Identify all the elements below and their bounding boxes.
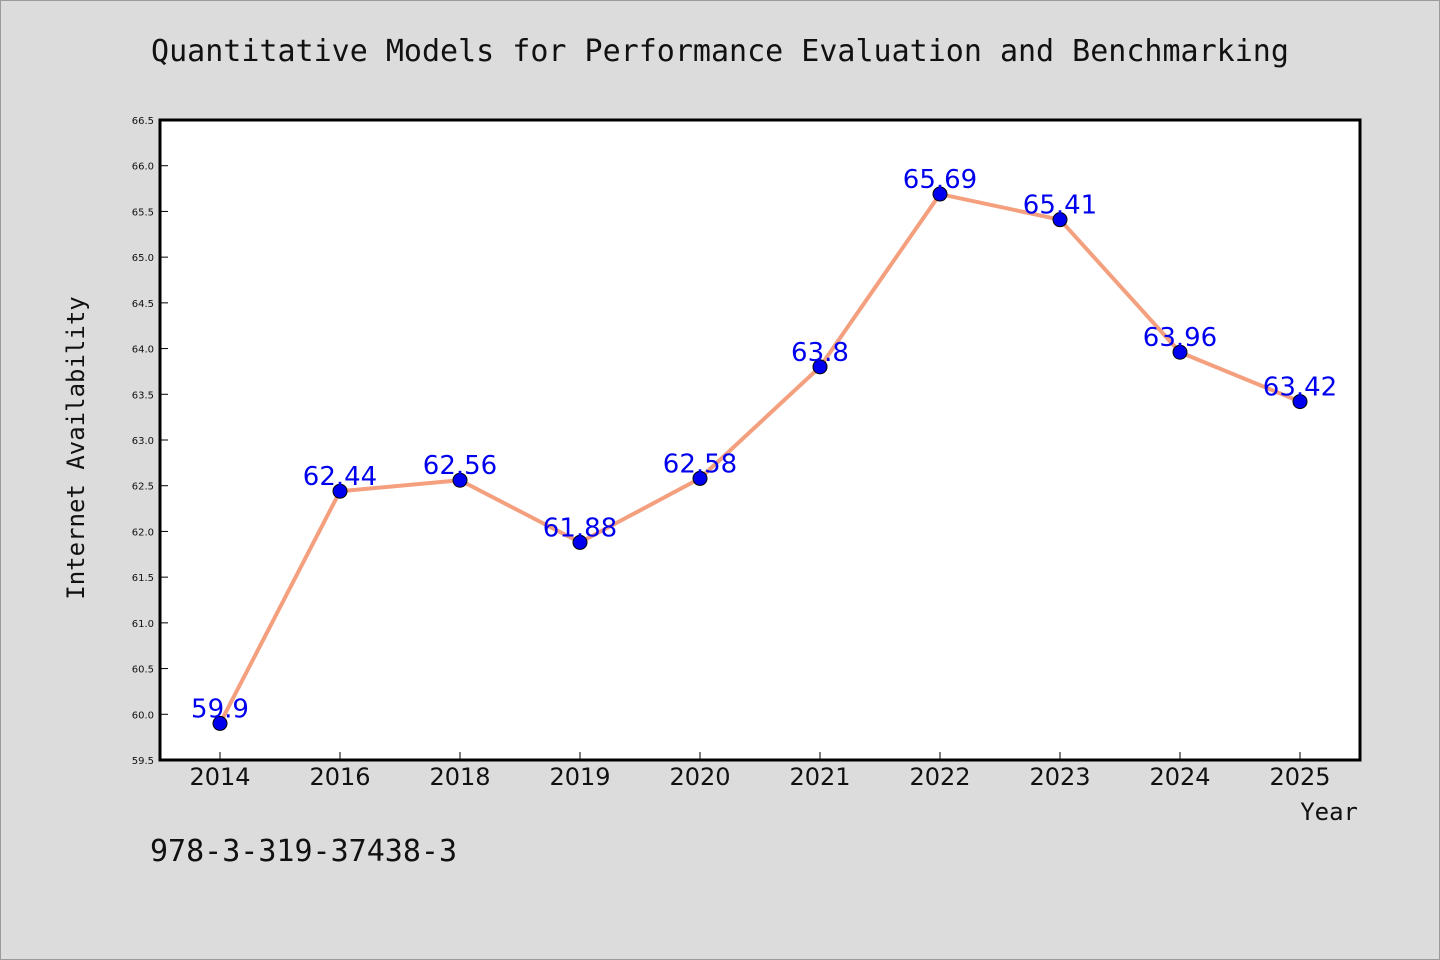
y-tick-label: 66.5	[132, 116, 154, 127]
data-labels: 59.9 62.44 62.56 61.88 62.58 63.8 65.69 65.41 63…	[191, 165, 1337, 724]
x-tick-label: 2019	[549, 763, 610, 791]
x-tick-label: 2018	[429, 763, 490, 791]
y-tick-label: 66.0	[132, 162, 154, 173]
x-tick-label: 2014	[189, 763, 250, 791]
data-label: 63.42	[1263, 373, 1337, 403]
data-label: 62.44	[303, 462, 377, 492]
x-tick-label: 2023	[1029, 763, 1090, 791]
series-line	[218, 192, 1301, 725]
plot-border	[158, 118, 1362, 762]
data-label: 65.41	[1023, 191, 1097, 221]
y-tick-label: 63.0	[132, 436, 154, 447]
y-tick-label: 63.5	[132, 390, 154, 401]
y-tick-label: 61.0	[132, 619, 154, 630]
data-point	[812, 359, 828, 375]
y-tick-label: 61.5	[132, 573, 154, 584]
y-tick-label: 59.5	[132, 756, 154, 767]
data-point	[332, 483, 348, 499]
data-point	[572, 534, 588, 550]
y-tick-label: 60.0	[132, 710, 154, 721]
x-axis-label: Year	[1300, 798, 1358, 826]
data-point	[692, 470, 708, 486]
isbn-text: 978-3-319-37438-3	[150, 834, 458, 869]
data-label: 59.9	[191, 694, 249, 724]
series-markers	[212, 186, 1308, 731]
data-point	[212, 715, 228, 731]
y-tick-label: 60.5	[132, 665, 154, 676]
data-label: 63.96	[1143, 323, 1217, 353]
x-axis-ticks: 2014 2016 2018 2019 2020 2021 2022 2023 2024 2025	[189, 752, 1331, 791]
data-label: 62.56	[423, 451, 497, 481]
y-tick-label: 62.5	[132, 482, 154, 493]
data-point	[1172, 344, 1188, 360]
y-tick-label: 65.0	[132, 253, 154, 264]
plot-area	[160, 120, 1360, 760]
data-label: 62.58	[663, 449, 737, 479]
data-point	[932, 186, 948, 202]
x-tick-label: 2021	[789, 763, 850, 791]
data-label: 65.69	[903, 165, 977, 195]
y-tick-label: 65.5	[132, 207, 154, 218]
x-tick-label: 2020	[669, 763, 730, 791]
x-tick-label: 2016	[309, 763, 370, 791]
data-point	[452, 472, 468, 488]
y-tick-label: 64.0	[132, 345, 154, 356]
data-point	[1292, 394, 1308, 410]
data-label: 63.8	[791, 338, 849, 368]
data-label: 61.88	[543, 513, 617, 543]
y-tick-label: 62.0	[132, 527, 154, 538]
data-point	[1052, 212, 1068, 228]
x-tick-label: 2022	[909, 763, 970, 791]
x-tick-label: 2025	[1269, 763, 1330, 791]
chart-title: Quantitative Models for Performance Eval…	[151, 34, 1289, 69]
y-axis-ticks: 59.5 60.0 60.5 61.0 61.5 62.0 62.5 63.0 63.5 64.0…	[132, 116, 168, 767]
x-tick-label: 2024	[1149, 763, 1210, 791]
y-tick-label: 64.5	[132, 299, 154, 310]
y-axis-label: Internet Availability	[62, 296, 90, 599]
